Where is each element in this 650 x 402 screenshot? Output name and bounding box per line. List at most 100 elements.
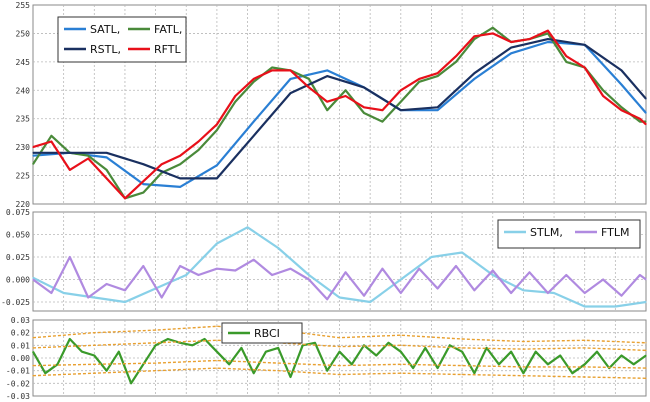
- data-point: [351, 363, 353, 365]
- data-point: [492, 269, 494, 272]
- data-point: [436, 109, 439, 111]
- data-point: [424, 347, 426, 349]
- data-point: [142, 163, 144, 165]
- data-point: [400, 89, 402, 91]
- data-point: [363, 112, 365, 114]
- data-point: [492, 27, 494, 29]
- data-point: [179, 177, 181, 180]
- data-point: [87, 157, 89, 160]
- data-point: [645, 342, 647, 344]
- data-point: [510, 47, 512, 49]
- data-point: [253, 81, 255, 83]
- data-point: [216, 177, 218, 180]
- data-point: [584, 44, 586, 46]
- data-point: [547, 29, 549, 32]
- data-point: [455, 61, 457, 63]
- data-point: [461, 373, 463, 376]
- data-point: [216, 325, 218, 327]
- data-point: [553, 292, 555, 294]
- data-point: [449, 344, 451, 346]
- y-tick-label: 245: [16, 58, 31, 67]
- data-point: [461, 338, 463, 340]
- data-point: [253, 259, 255, 261]
- data-point: [216, 268, 218, 270]
- data-point: [345, 271, 347, 273]
- data-point: [596, 351, 598, 353]
- data-point: [363, 295, 365, 297]
- data-point: [547, 32, 549, 35]
- data-point: [436, 75, 439, 77]
- data-point: [400, 109, 402, 111]
- data-point: [93, 363, 95, 365]
- data-point: [418, 81, 420, 83]
- data-point: [155, 362, 157, 364]
- data-point: [277, 362, 279, 364]
- data-point: [142, 192, 144, 194]
- data-point: [338, 337, 341, 339]
- data-point: [614, 305, 616, 308]
- data-point: [93, 332, 95, 334]
- data-point: [179, 163, 181, 165]
- data-point: [197, 274, 200, 276]
- data-point: [522, 348, 525, 350]
- data-point: [430, 256, 433, 258]
- y-tick-label: 0.000: [6, 276, 30, 285]
- data-point: [216, 129, 218, 131]
- data-point: [547, 363, 549, 365]
- data-point: [216, 351, 218, 353]
- data-point: [93, 372, 95, 374]
- data-point: [155, 344, 157, 346]
- data-point: [234, 95, 236, 97]
- data-point: [584, 66, 586, 69]
- data-point: [204, 338, 206, 340]
- data-point: [32, 146, 34, 148]
- data-point: [32, 155, 34, 157]
- data-point: [44, 372, 46, 374]
- legend-label: RFTL: [154, 43, 181, 56]
- data-point: [228, 363, 230, 365]
- data-point: [565, 55, 567, 57]
- data-point: [50, 135, 52, 137]
- data-point: [50, 140, 52, 143]
- data-point: [69, 169, 71, 171]
- data-point: [492, 32, 494, 35]
- data-point: [161, 163, 163, 165]
- data-point: [369, 301, 371, 303]
- data-point: [565, 61, 567, 63]
- data-point: [584, 305, 586, 308]
- data-point: [32, 365, 34, 367]
- data-point: [289, 92, 292, 94]
- y-tick-label: 240: [16, 86, 31, 95]
- data-point: [639, 120, 641, 123]
- data-point: [253, 78, 255, 80]
- data-point: [289, 376, 292, 378]
- data-point: [69, 256, 71, 258]
- data-point: [105, 152, 108, 154]
- legend-label: RSTL,: [90, 43, 121, 56]
- data-point: [455, 55, 457, 57]
- y-tick-label: -0.02: [6, 379, 30, 388]
- data-point: [93, 296, 95, 299]
- data-point: [381, 120, 384, 123]
- data-point: [400, 351, 402, 353]
- data-point: [32, 337, 34, 339]
- y-tick-label: 0.00: [11, 354, 30, 363]
- legend-box: [497, 219, 641, 249]
- data-point: [191, 344, 193, 346]
- data-point: [400, 344, 402, 346]
- data-point: [522, 366, 525, 368]
- y-tick-label: 0.02: [11, 329, 30, 338]
- data-point: [234, 101, 236, 103]
- data-point: [473, 78, 475, 80]
- data-point: [620, 84, 623, 86]
- data-point: [142, 180, 144, 182]
- data-point: [271, 69, 273, 71]
- legend-label: RBCI: [254, 327, 280, 340]
- y-tick-label: -0.01: [6, 367, 30, 376]
- data-point: [639, 274, 641, 276]
- data-point: [528, 38, 531, 40]
- data-point: [32, 351, 34, 353]
- data-point: [338, 373, 341, 376]
- data-point: [645, 354, 647, 357]
- data-point: [633, 363, 635, 365]
